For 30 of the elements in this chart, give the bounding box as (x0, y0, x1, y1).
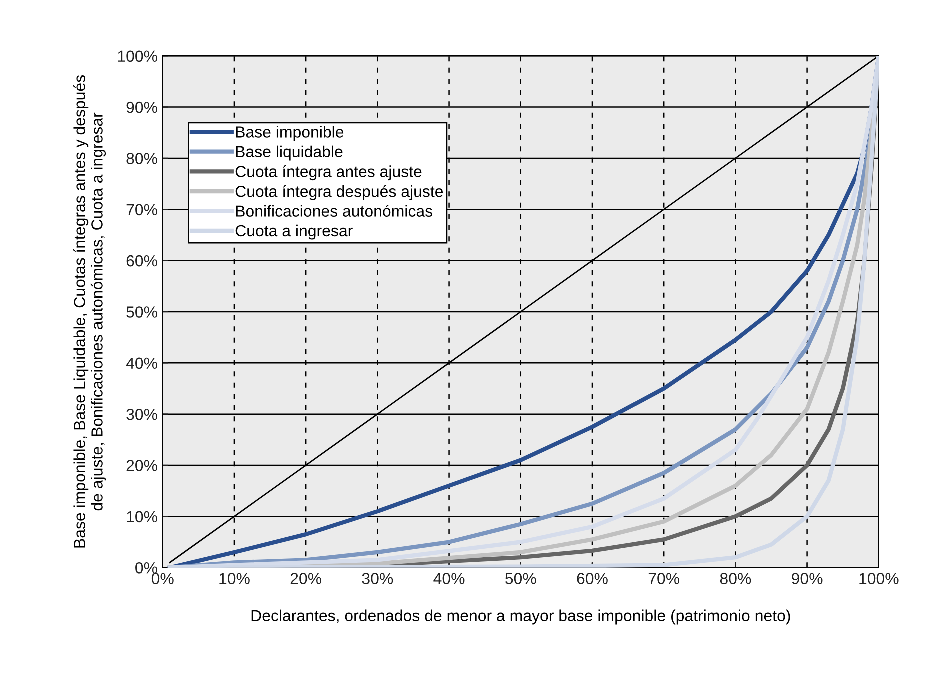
x-tick-label: 60% (577, 573, 608, 584)
x-tick-label: 70% (648, 573, 680, 584)
legend-label: Base liquidable (236, 146, 343, 161)
y-tick-label: 80% (126, 153, 158, 164)
y-axis-title: Base imponible, Base Liquidable, Cuotas íntegras antes y después de ajuste, Bonificaciones autonómicas, Cuota a ingresar (74, 75, 106, 548)
legend-label: Cuota íntegra antes ajuste (236, 166, 422, 181)
x-tick-label: 100% (860, 573, 899, 584)
x-axis-title: Declarantes, ordenados de menor a mayor base imponible (patrimonio neto) (252, 610, 790, 625)
y-tick-label: 70% (126, 204, 158, 216)
y-tick-label: 100% (118, 50, 158, 62)
x-tick-label: 0% (152, 573, 174, 584)
y-tick-label: 20% (126, 460, 158, 472)
x-tick-label: 10% (220, 573, 250, 584)
x-tick-label: 90% (792, 573, 823, 584)
y-tick-label: 40% (126, 358, 158, 370)
legend-label: Base imponible (236, 126, 344, 142)
y-tick-label: 10% (127, 511, 158, 523)
x-tick-label: 20% (290, 573, 322, 584)
legend-label: Bonificaciones autonómicas (236, 205, 432, 217)
x-tick-label: 40% (434, 573, 465, 584)
y-tick-label: 50% (126, 306, 158, 318)
legend-label: Cuota íntegra después ajuste (236, 185, 444, 200)
y-tick-label: 90% (126, 102, 158, 114)
y-tick-label: 60% (126, 255, 158, 267)
y-tick-label: 0% (136, 562, 158, 574)
x-tick-label: 50% (506, 573, 536, 584)
x-tick-label: 30% (362, 573, 394, 584)
y-tick-label: 30% (126, 408, 158, 420)
legend-label: Cuota a ingresar (236, 224, 353, 240)
x-tick-label: 80% (720, 573, 752, 584)
